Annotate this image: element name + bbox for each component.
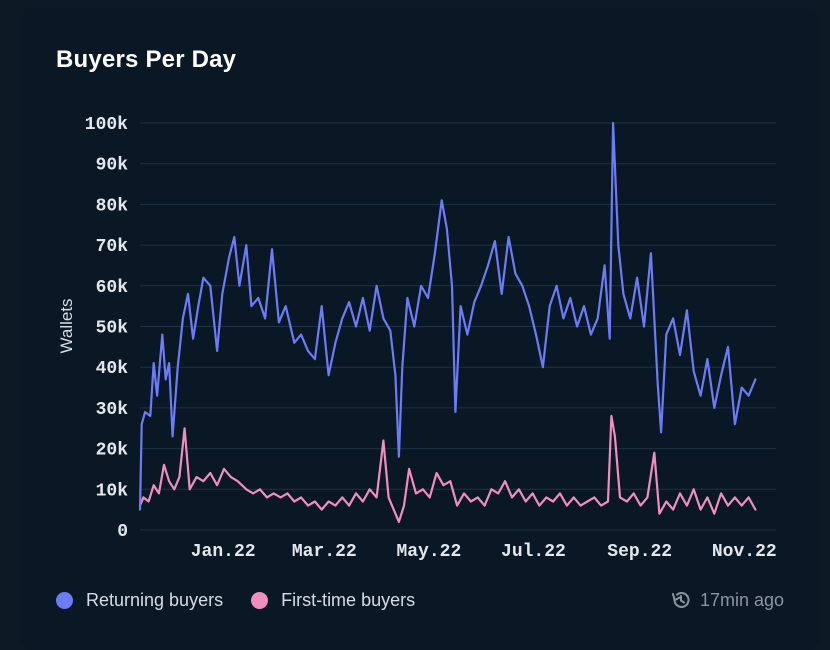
y-tick-label: 10k	[96, 481, 129, 501]
legend-label-returning: Returning buyers	[86, 589, 224, 610]
x-axis-ticks: Jan.22 Mar.22 May.22 Jul.22 Sep.22 Nov.22	[191, 542, 777, 562]
series-lines	[138, 121, 757, 523]
y-tick-label: 90k	[96, 156, 129, 176]
y-tick-label: 20k	[96, 441, 129, 461]
y-tick-label: 60k	[96, 278, 129, 298]
y-axis-ticks: 0 10k 20k 30k 40k 50k 60k 70k 80k 90k 100k	[85, 115, 128, 542]
chart-legend: Returning buyers First-time buyers	[56, 588, 443, 612]
y-tick-label: 80k	[96, 196, 129, 216]
y-tick-label: 0	[117, 522, 128, 542]
x-tick-label: Jul.22	[501, 542, 566, 562]
history-icon	[671, 591, 690, 608]
x-tick-label: Jan.22	[191, 542, 256, 562]
last-updated: 17min ago	[670, 588, 784, 612]
legend-label-first-time: First-time buyers	[281, 589, 416, 610]
grid-lines	[140, 122, 776, 531]
chart-title: Buyers Per Day	[56, 46, 237, 73]
legend-dot-returning	[56, 591, 73, 609]
x-tick-label: Nov.22	[712, 542, 777, 562]
last-updated-label: 17min ago	[699, 589, 784, 610]
y-tick-label: 50k	[96, 319, 129, 339]
y-tick-label: 70k	[96, 237, 129, 257]
chart-card	[20, 10, 820, 650]
y-tick-label: 30k	[96, 400, 129, 420]
legend-item-returning[interactable]: Returning buyers	[56, 590, 223, 611]
x-tick-label: May.22	[396, 542, 461, 562]
y-tick-label: 100k	[85, 115, 128, 135]
legend-item-first-time[interactable]: First-time buyers	[251, 590, 415, 611]
series-line-first-time-buyers	[138, 414, 757, 523]
x-tick-label: Sep.22	[607, 542, 672, 562]
series-line-returning-buyers	[138, 121, 757, 511]
line-chart: 0 10k 20k 30k 40k 50k 60k 70k 80k 90k 100k Jan.22 M…	[57, 115, 777, 562]
y-tick-label: 40k	[96, 359, 129, 379]
legend-dot-first-time	[251, 591, 269, 609]
y-axis-label: Wallets	[57, 298, 76, 353]
x-tick-label: Mar.22	[292, 542, 357, 562]
